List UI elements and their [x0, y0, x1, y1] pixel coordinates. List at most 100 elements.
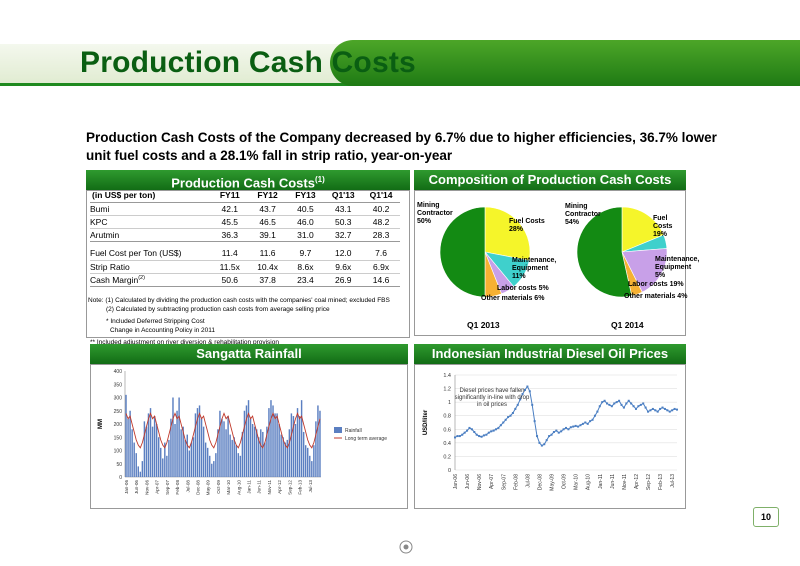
x-tick-label: Mar-10	[226, 480, 231, 495]
cell: 28.3	[372, 229, 390, 240]
data-point	[461, 433, 464, 436]
rain-bar	[192, 437, 195, 477]
cell: 45.5	[221, 216, 239, 227]
pie-slice	[439, 206, 486, 298]
rain-bar	[247, 400, 250, 477]
rain-bar	[143, 421, 146, 477]
rain-bar	[251, 424, 254, 477]
table-row: Arutmin 36.3 39.1 31.0 32.7 28.3	[90, 228, 400, 241]
cell: 11.5x	[219, 261, 240, 272]
pie2-label-other: Other materials 4%	[624, 293, 688, 300]
x-tick-label: Jun-06	[465, 474, 471, 490]
rain-bar	[141, 461, 144, 477]
data-point	[552, 431, 555, 433]
data-point	[642, 402, 645, 405]
company-logo-mark	[399, 540, 413, 554]
y-tick-label: 350	[114, 382, 123, 388]
diesel-chart: 0 0.2 0.4 0.6 0.8 1 1.2 1.4 USD/liter Jan-06 Jun-0…	[423, 373, 678, 491]
data-point	[499, 424, 502, 427]
rain-bar	[147, 413, 150, 477]
x-tick-label: Oct-09	[562, 474, 568, 489]
data-point	[543, 443, 546, 446]
rain-panel-header: Sangatta Rainfall	[90, 344, 408, 364]
rain-bar	[174, 424, 176, 477]
col-fy12: FY12	[257, 190, 278, 201]
row-label-sup: (2)	[138, 274, 145, 281]
cell: 23.4	[297, 274, 314, 285]
rain-bar	[288, 429, 291, 477]
cell: 43.7	[259, 203, 276, 214]
data-point	[584, 421, 587, 424]
data-point	[567, 428, 570, 431]
data-point	[521, 393, 524, 395]
cell: 12.0	[334, 248, 352, 259]
pie-chart-q1-2014	[576, 206, 668, 298]
rain-bar	[155, 424, 158, 477]
rain-bar	[190, 442, 193, 477]
data-point	[608, 403, 611, 406]
data-point	[618, 399, 621, 402]
data-point	[514, 407, 517, 410]
rain-bar	[215, 453, 217, 477]
rain-bar	[170, 418, 172, 477]
data-point	[516, 403, 519, 406]
data-point	[581, 422, 584, 425]
rain-bar	[209, 455, 211, 477]
x-tick-label: Feb-08	[175, 480, 180, 495]
rain-bar	[282, 437, 284, 477]
rain-bar	[284, 442, 286, 477]
pie1-label-labor: Labor costs 5%	[497, 285, 549, 292]
data-point	[492, 429, 495, 432]
pie1-label-mining: Mining Contractor 50%	[417, 202, 453, 225]
data-point	[482, 434, 485, 437]
x-tick-label: Apr-12	[277, 480, 282, 494]
x-tick-label: Feb-13	[298, 480, 303, 495]
rain-bar	[272, 405, 274, 477]
cost-panel-title-sup: (1)	[314, 175, 325, 184]
cell: 11.6	[259, 248, 276, 259]
data-point	[649, 409, 652, 412]
rain-bar	[184, 439, 186, 477]
data-point	[533, 420, 536, 423]
rainfall-chart: 0 50 100 150 200 250 300 350 400 MM Jan-06 Jun-06 No…	[98, 369, 387, 495]
rain-bar	[286, 439, 289, 477]
x-tick-label: Nov-11	[267, 480, 272, 495]
data-point	[589, 420, 592, 423]
x-tick-label: Nov-06	[144, 480, 149, 495]
y-tick-label: 100	[114, 449, 123, 455]
table-row: Fuel Cost per Ton (US$) 11.4 11.6 9.7 12…	[90, 247, 400, 260]
headline: Production Cash Costs of the Company dec…	[86, 130, 717, 163]
x-tick-label: Aug-10	[236, 480, 241, 495]
note-4: Change in Accounting Policy in 2011	[110, 326, 216, 334]
data-point	[637, 405, 640, 408]
rain-bar	[290, 413, 293, 477]
rain-panel-frame	[90, 364, 408, 509]
y-tick-label: 1.2	[443, 387, 451, 393]
data-point	[458, 435, 461, 438]
rain-bar	[319, 410, 321, 477]
rain-bar	[233, 437, 235, 477]
x-tick-label: Aug-10	[586, 474, 592, 490]
data-point	[659, 407, 662, 410]
rain-bar	[235, 445, 237, 477]
y-tick-label: 400	[114, 369, 123, 375]
x-tick-label: Apr-07	[155, 480, 160, 494]
x-tick-label: Jan-06	[453, 474, 459, 490]
data-point	[480, 435, 483, 438]
x-tick-label: Jul-13	[308, 480, 313, 493]
rain-bar	[309, 455, 311, 477]
row-label: Fuel Cost per Ton (US$)	[90, 248, 182, 259]
data-point	[507, 416, 510, 419]
x-tick-label: Sep-07	[165, 480, 170, 495]
rain-bar	[278, 424, 280, 477]
data-point	[519, 398, 522, 401]
rain-bar	[255, 429, 258, 477]
data-point	[622, 406, 625, 409]
data-point	[528, 390, 531, 393]
data-point	[475, 433, 478, 436]
row-label: Cash Margin(2)	[90, 273, 211, 286]
rain-bar	[194, 413, 197, 477]
data-point	[473, 431, 476, 433]
cost-table-header: (in US$ per ton) FY11 FY12 FY13 Q1'13 Q1…	[90, 189, 400, 202]
rain-bar	[139, 471, 142, 477]
